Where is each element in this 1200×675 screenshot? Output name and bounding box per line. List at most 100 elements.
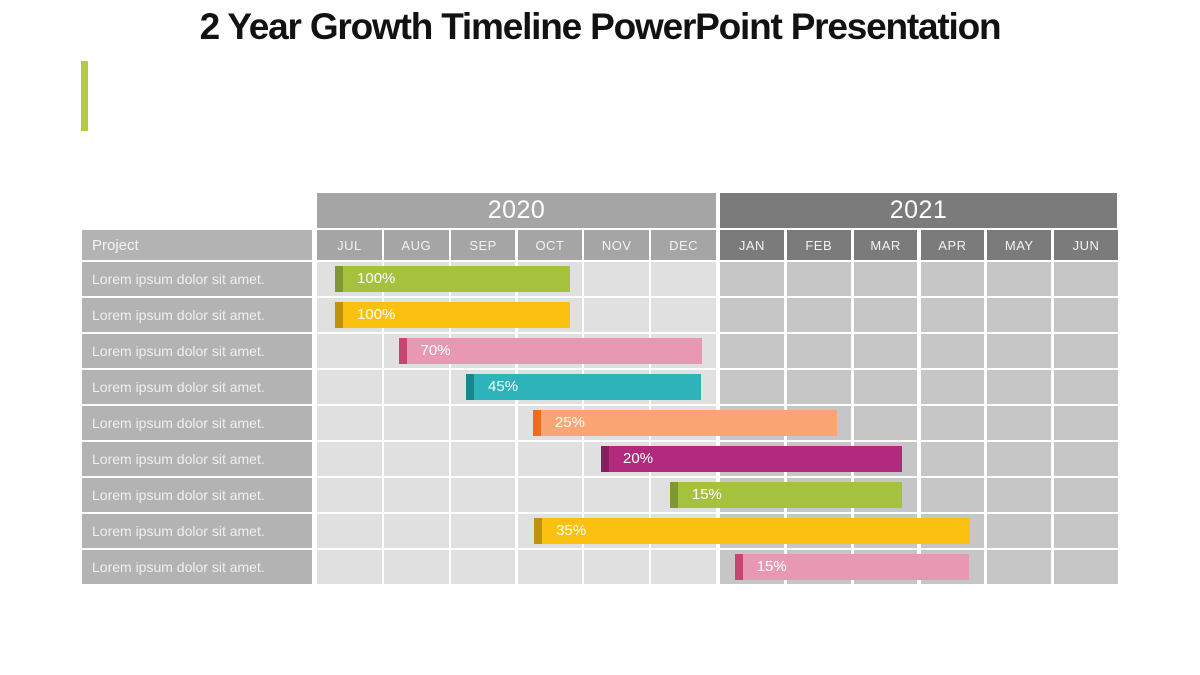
task-progress-label: 20% bbox=[623, 450, 654, 467]
grid-cell bbox=[920, 334, 985, 368]
grid-cell bbox=[317, 514, 382, 548]
grid-cell bbox=[853, 298, 918, 332]
task-bar-start-edge bbox=[532, 410, 541, 436]
grid-cell bbox=[1054, 514, 1118, 548]
month-header-mar: MAR bbox=[853, 230, 918, 260]
grid-cell bbox=[1054, 298, 1118, 332]
grid-cell bbox=[1054, 550, 1118, 584]
task-bar-salmon-25%: 25% bbox=[532, 410, 837, 436]
grid-cell bbox=[853, 370, 918, 404]
grid-cell bbox=[584, 262, 650, 296]
grid-cell bbox=[786, 298, 851, 332]
grid-cell bbox=[987, 478, 1052, 512]
grid-cell bbox=[584, 298, 650, 332]
task-bar-start-edge bbox=[335, 266, 344, 292]
grid-cell bbox=[517, 478, 583, 512]
grid-cell bbox=[383, 514, 449, 548]
grid-cell bbox=[920, 406, 985, 440]
month-header-dec: DEC bbox=[651, 230, 716, 260]
grid-cell bbox=[317, 478, 382, 512]
grid-cell bbox=[1054, 334, 1118, 368]
month-header-jul: JUL bbox=[317, 230, 382, 260]
project-column-header: Project bbox=[82, 230, 312, 260]
task-progress-label: 45% bbox=[488, 378, 519, 395]
grid-cell bbox=[920, 442, 985, 476]
grid-cell bbox=[584, 550, 650, 584]
grid-cell bbox=[786, 370, 851, 404]
month-header-nov: NOV bbox=[584, 230, 650, 260]
task-bar-teal-45%: 45% bbox=[466, 374, 701, 400]
grid-cell bbox=[317, 550, 382, 584]
grid-cell bbox=[987, 370, 1052, 404]
task-label-cell: Lorem ipsum dolor sit amet. bbox=[82, 370, 312, 404]
year-header-2021: 2021 bbox=[720, 193, 1117, 228]
task-bar-start-edge bbox=[734, 554, 743, 580]
task-bar-start-edge bbox=[669, 482, 678, 508]
task-progress-label: 15% bbox=[691, 486, 722, 503]
task-progress-label: 70% bbox=[420, 342, 451, 359]
grid-cell bbox=[317, 406, 382, 440]
month-header-oct: OCT bbox=[517, 230, 583, 260]
grid-cell bbox=[450, 406, 516, 440]
grid-cell bbox=[450, 442, 516, 476]
task-progress-label: 100% bbox=[357, 270, 396, 287]
grid-cell bbox=[1054, 478, 1118, 512]
task-bar-start-edge bbox=[398, 338, 407, 364]
grid-cell bbox=[383, 370, 449, 404]
grid-cell bbox=[720, 370, 784, 404]
grid-cell bbox=[383, 478, 449, 512]
task-bar-pink-15%: 15% bbox=[734, 554, 969, 580]
grid-cell bbox=[920, 370, 985, 404]
grid-cell bbox=[584, 478, 650, 512]
task-progress-label: 25% bbox=[554, 414, 585, 431]
task-label-cell: Lorem ipsum dolor sit amet. bbox=[82, 262, 312, 296]
month-header-sep: SEP bbox=[450, 230, 516, 260]
task-label-cell: Lorem ipsum dolor sit amet. bbox=[82, 406, 312, 440]
grid-cell bbox=[383, 406, 449, 440]
grid-cell bbox=[1054, 406, 1118, 440]
grid-cell bbox=[720, 262, 784, 296]
grid-cell bbox=[853, 334, 918, 368]
task-label-cell: Lorem ipsum dolor sit amet. bbox=[82, 550, 312, 584]
task-label-cell: Lorem ipsum dolor sit amet. bbox=[82, 334, 312, 368]
grid-cell bbox=[651, 262, 716, 296]
task-label-cell: Lorem ipsum dolor sit amet. bbox=[82, 298, 312, 332]
task-bar-start-edge bbox=[335, 302, 344, 328]
month-header-feb: FEB bbox=[786, 230, 851, 260]
task-bar-yellow-35%: 35% bbox=[534, 518, 970, 544]
grid-cell bbox=[786, 334, 851, 368]
grid-cell bbox=[987, 406, 1052, 440]
grid-cell bbox=[920, 478, 985, 512]
grid-cell bbox=[853, 406, 918, 440]
grid-cell bbox=[720, 334, 784, 368]
grid-cell bbox=[517, 442, 583, 476]
grid-cell bbox=[317, 370, 382, 404]
grid-cell bbox=[987, 262, 1052, 296]
task-bar-green-15%: 15% bbox=[669, 482, 902, 508]
task-bar-magenta-20%: 20% bbox=[601, 446, 902, 472]
grid-cell bbox=[853, 262, 918, 296]
grid-cell bbox=[383, 550, 449, 584]
task-bar-pink-70%: 70% bbox=[398, 338, 702, 364]
task-label-cell: Lorem ipsum dolor sit amet. bbox=[82, 514, 312, 548]
grid-cell bbox=[450, 478, 516, 512]
grid-cell bbox=[1054, 442, 1118, 476]
year-header-2020: 2020 bbox=[317, 193, 716, 228]
grid-cell bbox=[317, 334, 382, 368]
grid-cell bbox=[317, 442, 382, 476]
grid-cell bbox=[987, 334, 1052, 368]
grid-cell bbox=[987, 550, 1052, 584]
grid-cell bbox=[517, 550, 583, 584]
grid-cell bbox=[1054, 370, 1118, 404]
task-bar-yellow-100%: 100% bbox=[335, 302, 570, 328]
grid-cell bbox=[450, 514, 516, 548]
task-progress-label: 15% bbox=[756, 558, 787, 575]
grid-cell bbox=[720, 298, 784, 332]
grid-cell bbox=[651, 550, 716, 584]
task-label-cell: Lorem ipsum dolor sit amet. bbox=[82, 478, 312, 512]
month-header-may: MAY bbox=[987, 230, 1052, 260]
grid-cell bbox=[651, 298, 716, 332]
grid-cell bbox=[987, 442, 1052, 476]
task-progress-label: 35% bbox=[556, 522, 587, 539]
